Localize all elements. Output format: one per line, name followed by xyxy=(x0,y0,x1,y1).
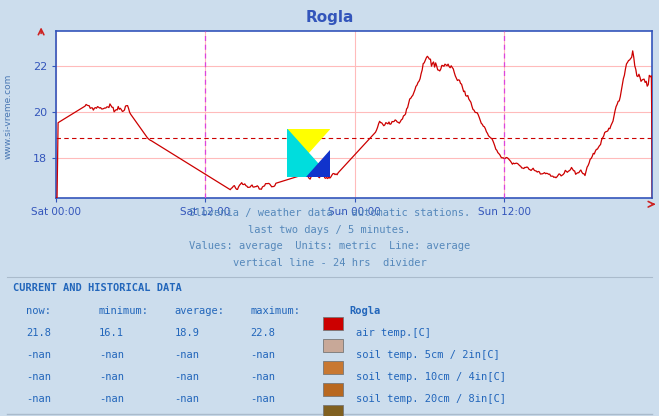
Text: 16.1: 16.1 xyxy=(99,328,124,338)
Text: -nan: -nan xyxy=(99,372,124,382)
Text: CURRENT AND HISTORICAL DATA: CURRENT AND HISTORICAL DATA xyxy=(13,283,182,293)
Text: -nan: -nan xyxy=(250,350,275,360)
Text: vertical line - 24 hrs  divider: vertical line - 24 hrs divider xyxy=(233,258,426,268)
Text: 21.8: 21.8 xyxy=(26,328,51,338)
Text: now:: now: xyxy=(26,306,51,316)
Text: -nan: -nan xyxy=(99,350,124,360)
Text: -nan: -nan xyxy=(250,372,275,382)
Polygon shape xyxy=(306,151,330,177)
Text: air temp.[C]: air temp.[C] xyxy=(356,328,431,338)
Polygon shape xyxy=(287,129,330,177)
Text: maximum:: maximum: xyxy=(250,306,301,316)
Text: -nan: -nan xyxy=(26,350,51,360)
Text: Slovenia / weather data - automatic stations.: Slovenia / weather data - automatic stat… xyxy=(189,208,470,218)
Text: www.si-vreme.com: www.si-vreme.com xyxy=(3,74,13,159)
Text: Values: average  Units: metric  Line: average: Values: average Units: metric Line: aver… xyxy=(189,241,470,251)
Text: Rogla: Rogla xyxy=(305,10,354,25)
Text: soil temp. 20cm / 8in[C]: soil temp. 20cm / 8in[C] xyxy=(356,394,506,404)
Text: -nan: -nan xyxy=(175,350,200,360)
Text: soil temp. 10cm / 4in[C]: soil temp. 10cm / 4in[C] xyxy=(356,372,506,382)
Text: 18.9: 18.9 xyxy=(175,328,200,338)
Polygon shape xyxy=(287,129,330,177)
Text: -nan: -nan xyxy=(175,394,200,404)
Text: -nan: -nan xyxy=(250,394,275,404)
Text: -nan: -nan xyxy=(99,394,124,404)
Text: -nan: -nan xyxy=(175,372,200,382)
Text: soil temp. 5cm / 2in[C]: soil temp. 5cm / 2in[C] xyxy=(356,350,500,360)
Text: average:: average: xyxy=(175,306,225,316)
Text: 22.8: 22.8 xyxy=(250,328,275,338)
Text: -nan: -nan xyxy=(26,372,51,382)
Text: Rogla: Rogla xyxy=(349,306,380,316)
Text: last two days / 5 minutes.: last two days / 5 minutes. xyxy=(248,225,411,235)
Text: minimum:: minimum: xyxy=(99,306,149,316)
Text: -nan: -nan xyxy=(26,394,51,404)
